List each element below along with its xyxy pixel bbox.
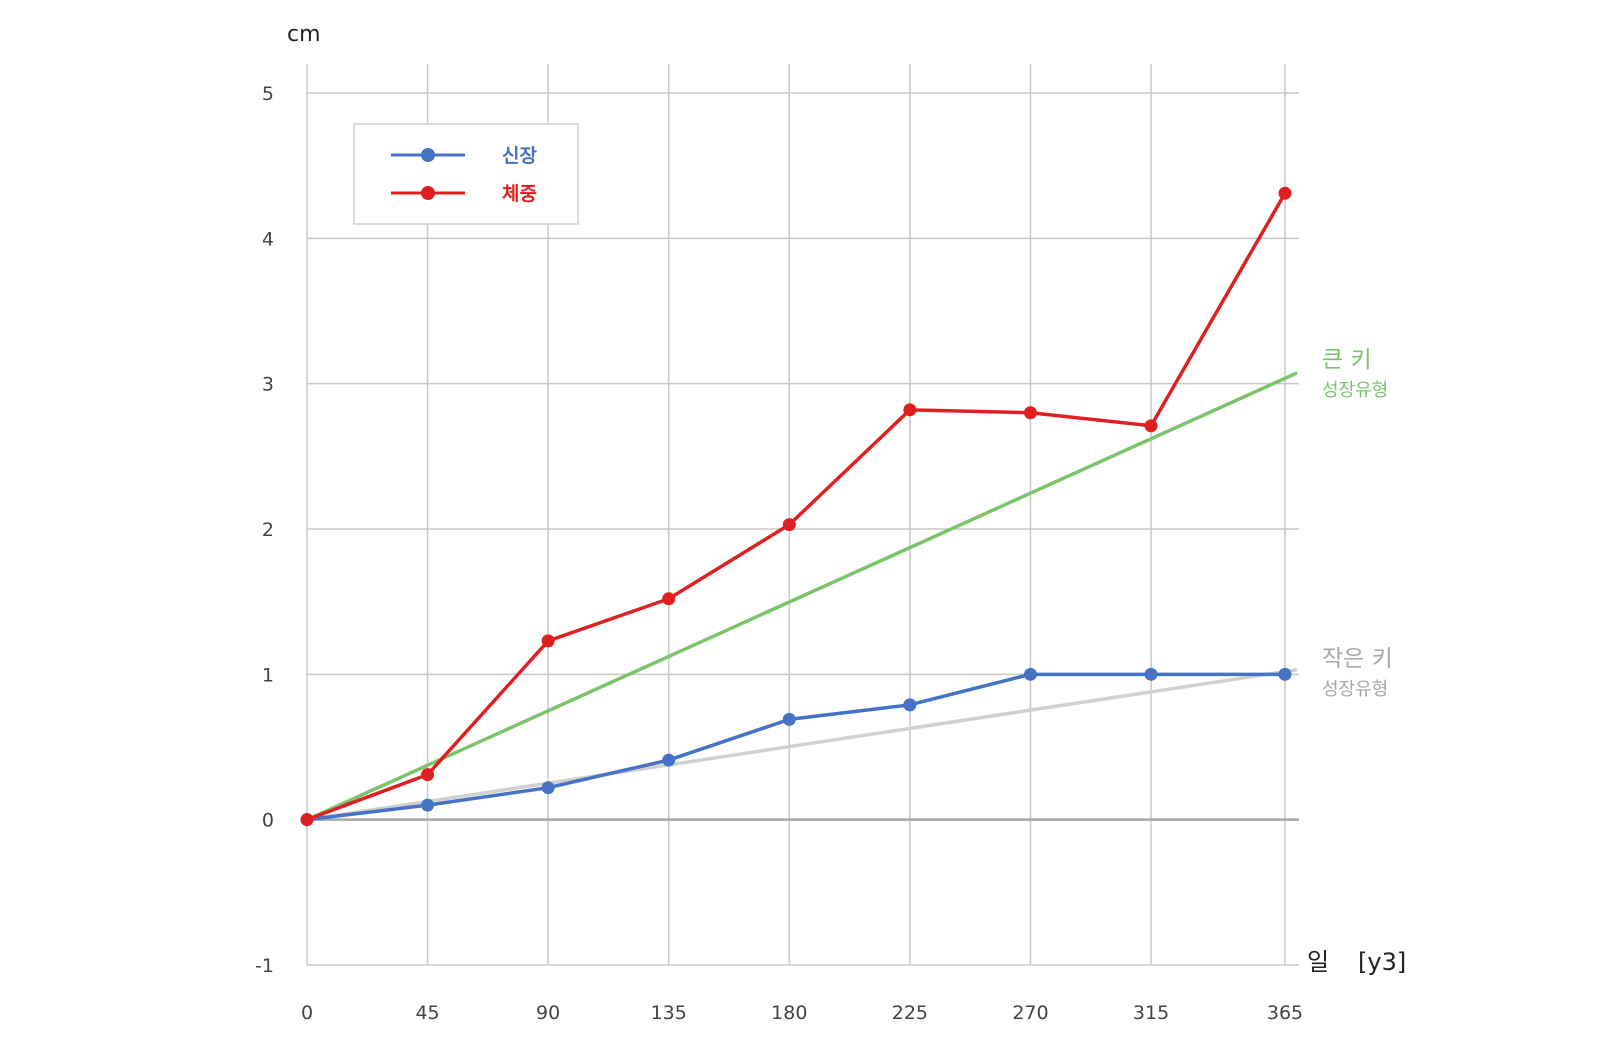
- data-point-height: [1144, 667, 1158, 681]
- data-point-weight: [300, 813, 314, 827]
- legend-box: [353, 123, 579, 225]
- data-point-height: [903, 698, 917, 712]
- data-point-weight: [421, 768, 435, 782]
- x-axis-tag: [y3]: [1358, 948, 1406, 976]
- x-tick-label: 45: [415, 1002, 439, 1024]
- legend-swatch-dot-weight: [421, 186, 435, 200]
- legend-label-height: 신장: [502, 145, 537, 167]
- legend-swatch-dot-height: [421, 148, 435, 162]
- series-line-weight: [306, 192, 1287, 822]
- y-tick-label: -1: [255, 955, 274, 977]
- reference-line-tall: [305, 371, 1298, 822]
- reference-tall-title: 큰 키: [1322, 347, 1372, 373]
- y-tick-label: 3: [262, 374, 274, 396]
- reference-line-short: [305, 668, 1298, 822]
- y-tick-label: 1: [262, 664, 274, 686]
- data-point-height: [421, 798, 435, 812]
- grid-layer: [306, 64, 1299, 966]
- series-layer: [300, 186, 1292, 827]
- x-tick-label: 365: [1267, 1002, 1303, 1024]
- legend: 신장 체중: [353, 123, 579, 225]
- reference-short-title: 작은 키: [1322, 646, 1393, 672]
- reference-tall-subtitle: 성장유형: [1322, 380, 1388, 401]
- x-tick-label: 315: [1133, 1002, 1169, 1024]
- x-axis-label: 일: [1307, 948, 1329, 976]
- data-point-weight: [1278, 186, 1292, 200]
- data-point-weight: [541, 634, 555, 648]
- data-point-height: [662, 753, 676, 767]
- y-tick-label: 0: [262, 810, 274, 832]
- x-tick-label: 270: [1012, 1002, 1048, 1024]
- x-tick-label: 0: [301, 1002, 313, 1024]
- data-point-weight: [782, 518, 796, 532]
- x-tick-label: 180: [771, 1002, 807, 1024]
- legend-label-weight: 체중: [502, 183, 537, 205]
- x-tick-label: 135: [651, 1002, 687, 1024]
- y-tick-label: 5: [262, 83, 274, 105]
- y-tick-label: 4: [262, 228, 274, 250]
- data-point-height: [1278, 667, 1292, 681]
- x-tick-label: 90: [536, 1002, 560, 1024]
- data-point-height: [782, 712, 796, 726]
- data-point-weight: [662, 592, 676, 606]
- data-point-height: [1023, 667, 1037, 681]
- y-tick-label: 2: [262, 519, 274, 541]
- x-tick-label: 225: [892, 1002, 928, 1024]
- data-point-weight: [1023, 406, 1037, 420]
- data-point-weight: [903, 403, 917, 417]
- reference-lines-layer: [305, 371, 1298, 822]
- reference-short-subtitle: 성장유형: [1322, 679, 1388, 700]
- y-unit-label: cm: [287, 22, 321, 47]
- data-point-weight: [1144, 419, 1158, 433]
- data-point-height: [541, 781, 555, 795]
